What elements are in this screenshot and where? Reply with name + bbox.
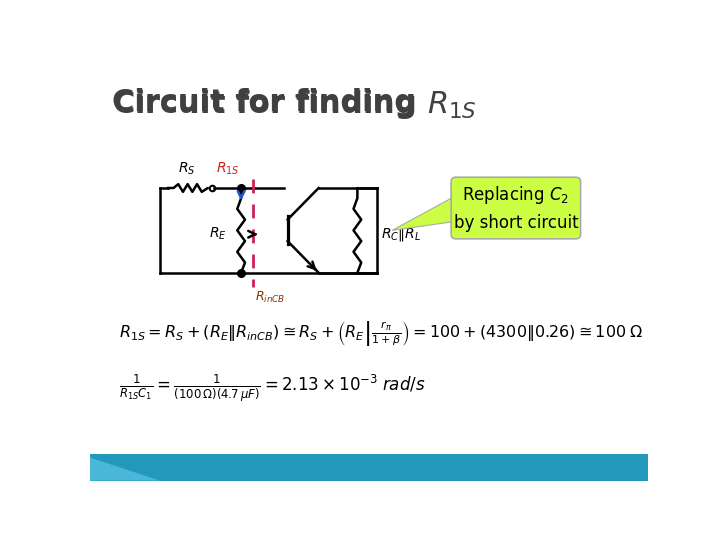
Polygon shape	[392, 195, 457, 231]
Text: Replacing $C_2$
by short circuit: Replacing $C_2$ by short circuit	[454, 184, 578, 232]
Text: $\frac{1}{R_{1S}C_1} = \frac{1}{(100\,\Omega)(4.7\,\mu F)} = 2.13\times10^{-3}\;: $\frac{1}{R_{1S}C_1} = \frac{1}{(100\,\O…	[120, 373, 426, 404]
Text: $R_{1S}$: $R_{1S}$	[216, 161, 240, 177]
Text: Circuit for finding: Circuit for finding	[112, 88, 426, 117]
Text: $R_C \| R_L$: $R_C \| R_L$	[381, 225, 421, 243]
Text: $R_S$: $R_S$	[178, 161, 196, 177]
Text: $R_{1S} = R_S + \left(R_E \| R_{inCB}\right) \cong R_S + \left( R_E \left|\frac{: $R_{1S} = R_S + \left(R_E \| R_{inCB}\ri…	[120, 319, 644, 348]
FancyBboxPatch shape	[451, 177, 580, 239]
Polygon shape	[90, 457, 160, 481]
Bar	[90, 454, 648, 481]
Text: $R_E$: $R_E$	[210, 226, 228, 242]
Text: Circuit for finding $R_{1S}$: Circuit for finding $R_{1S}$	[112, 88, 477, 121]
Text: $R_{inCB}$: $R_{inCB}$	[255, 289, 285, 305]
